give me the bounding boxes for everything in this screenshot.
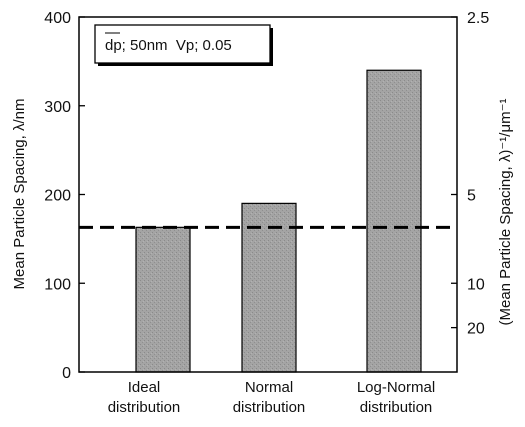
category-label: distribution (233, 399, 306, 416)
y2-axis-title: (Mean Particle Spacing, λ)⁻¹/μm⁻¹ (497, 98, 514, 325)
y-axis-title: Mean Particle Spacing, λ/nm (11, 99, 28, 290)
category-label: distribution (108, 399, 181, 416)
y2-tick-label: 2.5 (467, 10, 489, 27)
legend-text: dp; 50nm Vp; 0.05 (105, 37, 232, 54)
category-labels-layer: Ideal distribution Normal distribution Log-N… (108, 379, 435, 416)
y2-ticks-layer: 2.5 5 10 20 (451, 10, 489, 338)
y2-tick-label: 20 (467, 321, 485, 338)
y-tick-label: 400 (44, 10, 71, 27)
y2-tick-label: 5 (467, 188, 476, 205)
category-label: distribution (360, 399, 433, 416)
legend: dp; 50nm Vp; 0.05 (94, 24, 273, 66)
bar (241, 202, 297, 373)
y-tick-label: 300 (44, 99, 71, 116)
legend-box (94, 24, 271, 64)
y-tick-label: 0 (62, 365, 71, 382)
legend-box-shadow-bottom (98, 63, 273, 66)
y-tick-label: 100 (44, 276, 71, 293)
category-label: Normal (245, 379, 293, 396)
y-ticks-layer: 0 100 200 300 400 (44, 10, 85, 382)
bar (135, 226, 191, 373)
y2-tick-label: 10 (467, 276, 485, 293)
y-tick-label: 200 (44, 188, 71, 205)
legend-box-shadow (270, 28, 273, 66)
bar (366, 69, 422, 373)
category-label: Log-Normal (357, 379, 435, 396)
category-label: Ideal (128, 379, 161, 396)
bars-layer (135, 69, 422, 373)
